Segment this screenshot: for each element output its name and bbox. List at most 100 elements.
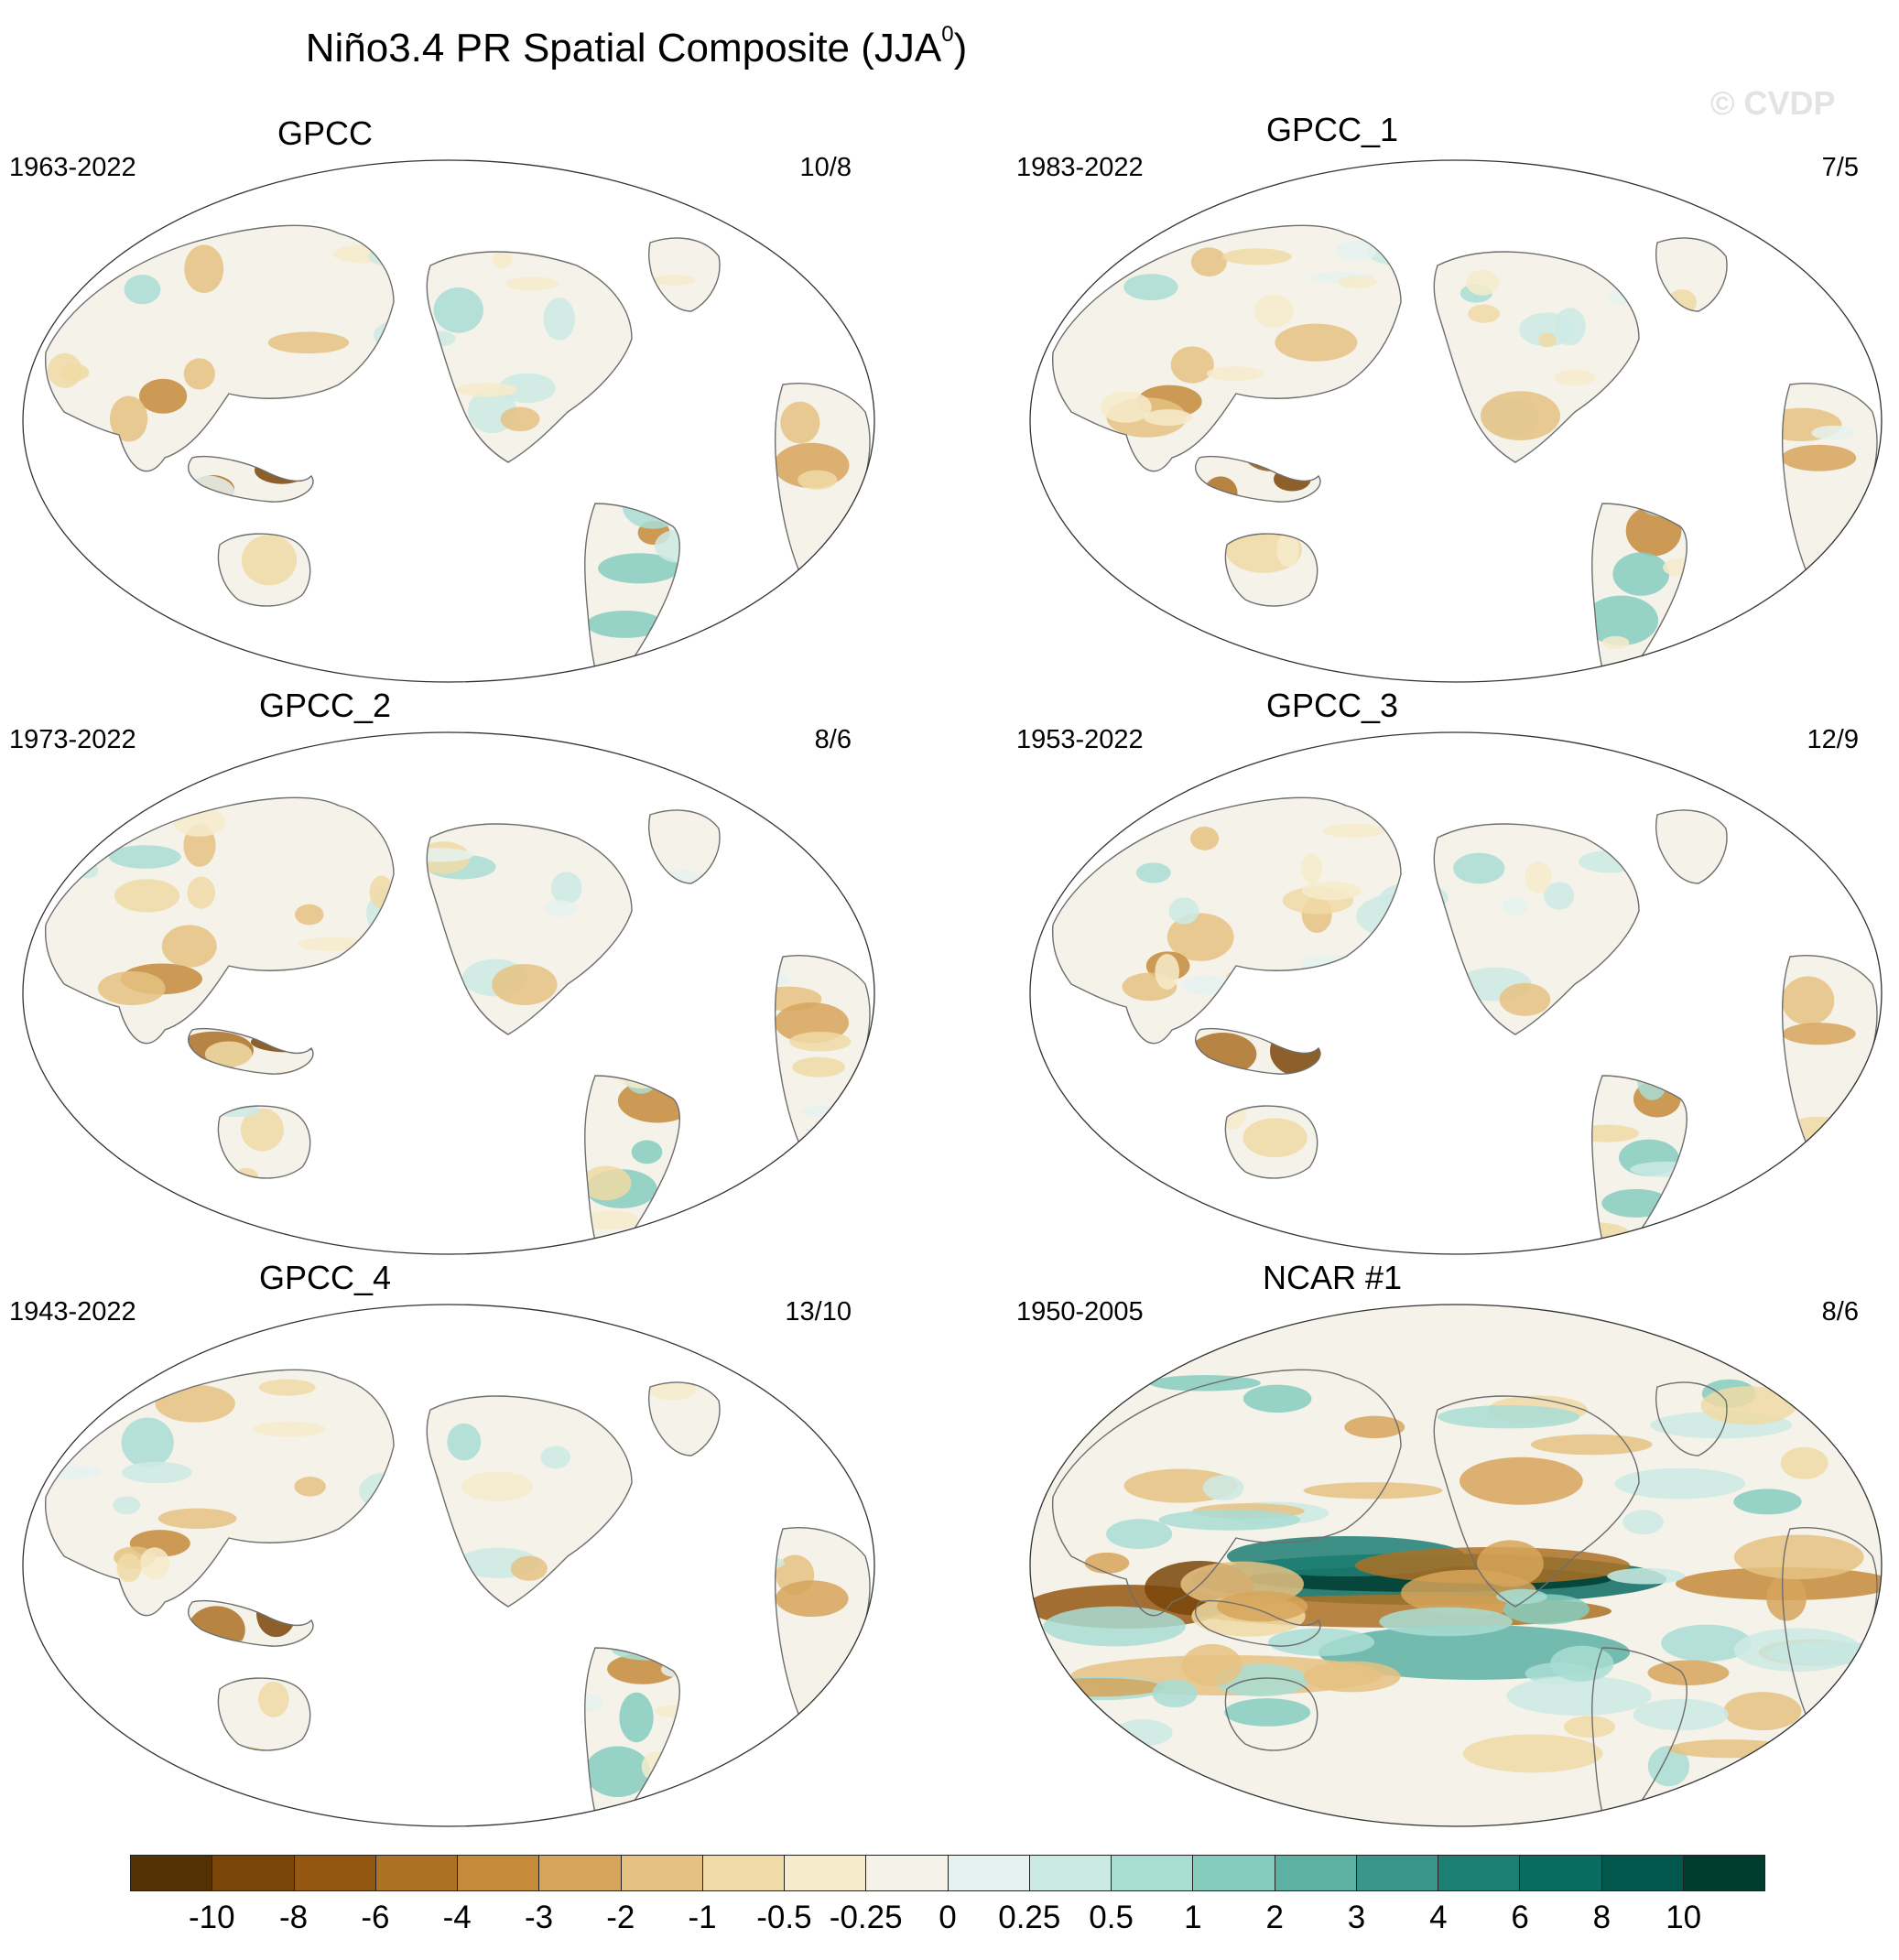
colorbar-tick-label: -0.5 [756, 1900, 812, 1935]
anomaly-patch [1480, 391, 1561, 441]
anomaly-patch [1466, 269, 1500, 296]
coastline-north-america [426, 251, 633, 463]
coastline-seasia [1194, 1599, 1321, 1647]
coastline-greenland [647, 1381, 721, 1456]
anomaly-patch [1217, 1591, 1308, 1622]
anomaly-patch [116, 1553, 142, 1583]
anomaly-patch [1268, 1628, 1375, 1656]
colorbar-tick-label: 10 [1666, 1900, 1702, 1935]
anomaly-patch [1301, 881, 1362, 901]
anomaly-patch [1100, 391, 1152, 423]
colorbar-swatch [1029, 1856, 1112, 1890]
anomaly-patch [598, 553, 680, 584]
anomaly-patch [1284, 1238, 1315, 1251]
coastline-north-america [1433, 1395, 1640, 1608]
map-border [1029, 731, 1883, 1255]
anomaly-patch [1607, 1567, 1686, 1585]
anomaly-patch [1733, 1628, 1862, 1672]
land-fill [648, 810, 720, 883]
colorbar-swatch [131, 1856, 213, 1890]
anomaly-patch [98, 970, 166, 1006]
anomaly-patch [1043, 1606, 1186, 1647]
colorbar-tick-label: -4 [442, 1900, 472, 1935]
anomaly-patch [1550, 1645, 1614, 1682]
anomaly-patch [1460, 1456, 1583, 1505]
anomaly-patch [1221, 248, 1292, 265]
anomaly-patch [461, 1471, 534, 1502]
anomaly-patch [1601, 635, 1630, 650]
anomaly-patch [1462, 1734, 1603, 1773]
colorbar-labels: -10 -8 -6 -4 -3 -2 -1 -0.5 -0.25 0 0.25 0.5 1 2 3 4 6 8 10 [0, 1900, 1899, 1942]
coastline-australia [217, 533, 311, 607]
colorbar-swatch [1601, 1856, 1684, 1890]
anomaly-patch [240, 1108, 284, 1152]
anomaly-patch [780, 401, 820, 444]
anomaly-patch [204, 1041, 253, 1067]
world-map [1029, 159, 1883, 683]
anomaly-patch [1438, 1405, 1580, 1429]
coastline-eurasia [44, 224, 395, 472]
anomaly-patch [1530, 1434, 1653, 1456]
colorbar-swatch [539, 1856, 622, 1890]
coastline-greenland [647, 237, 721, 312]
coastline-seasia [187, 1027, 314, 1075]
colorbar-swatch [1438, 1856, 1521, 1890]
anomaly-patch [109, 395, 148, 442]
anomaly-patch [1781, 976, 1835, 1025]
map-area [23, 732, 874, 1254]
map-panel-gpcc: GPCC 1963-2022 10/8 [9, 114, 888, 683]
anomaly-patch [1781, 444, 1857, 471]
anomaly-patch [1190, 826, 1220, 850]
anomaly-patch [122, 1461, 192, 1484]
anomaly-patch [157, 1508, 237, 1529]
coastline-australia [217, 1105, 311, 1179]
panel-count: 8/6 [1821, 1297, 1859, 1327]
land-fill [648, 1382, 720, 1456]
coastline-north-america [1433, 823, 1640, 1035]
anomaly-patch [155, 1384, 235, 1423]
coastline-north-america [1433, 251, 1640, 463]
anomaly-patch [1135, 862, 1171, 883]
anomaly-patch [1303, 1482, 1443, 1500]
anomaly-patch [295, 904, 324, 926]
anomaly-patch [586, 610, 664, 638]
colorbar-swatch [1356, 1856, 1438, 1890]
panel-years: 1963-2022 [9, 153, 136, 182]
panel-years: 1983-2022 [1016, 153, 1144, 182]
anomaly-patch [492, 964, 558, 1005]
anomaly-patch [1506, 1675, 1652, 1716]
colorbar-tick-label: -8 [279, 1900, 309, 1935]
colorbar-swatch [1520, 1856, 1602, 1890]
anomaly-patch [700, 1205, 737, 1223]
world-map [1029, 1304, 1883, 1827]
anomaly-patch [540, 1446, 571, 1469]
anomaly-patch [252, 1421, 326, 1437]
anomaly-patch [1647, 1745, 1690, 1787]
anomaly-patch [1158, 1509, 1301, 1531]
coastline-greenland [647, 809, 721, 884]
anomaly-patch [761, 1211, 799, 1241]
map-panel-gpcc-4: GPCC_4 1943-2022 13/10 [9, 1259, 888, 1827]
anomaly-patch [1155, 953, 1179, 990]
anomaly-patch [1149, 1375, 1261, 1391]
anomaly-patch [492, 251, 513, 269]
panel-years: 1953-2022 [1016, 725, 1144, 754]
coastline-australia [1224, 1677, 1318, 1751]
anomaly-patch [1733, 1534, 1864, 1580]
anomaly-patch [433, 287, 483, 333]
map-border [22, 1304, 875, 1827]
figure-title: Niño3.4 PR Spatial Composite (JJA0) [0, 22, 1273, 71]
land-fill [1655, 810, 1727, 883]
anomaly-patch [505, 276, 559, 291]
anomaly-patch [1338, 276, 1377, 289]
world-map [22, 1304, 875, 1827]
anomaly-patch [788, 1031, 852, 1052]
map-area [23, 160, 874, 682]
coastline-eurasia [1051, 796, 1402, 1045]
colorbar-tick-label: -1 [688, 1900, 717, 1935]
anomaly-patch [187, 876, 216, 909]
panel-count: 8/6 [814, 725, 852, 754]
map-area [1030, 160, 1882, 682]
anomaly-patch [127, 649, 178, 662]
world-map [22, 731, 875, 1255]
